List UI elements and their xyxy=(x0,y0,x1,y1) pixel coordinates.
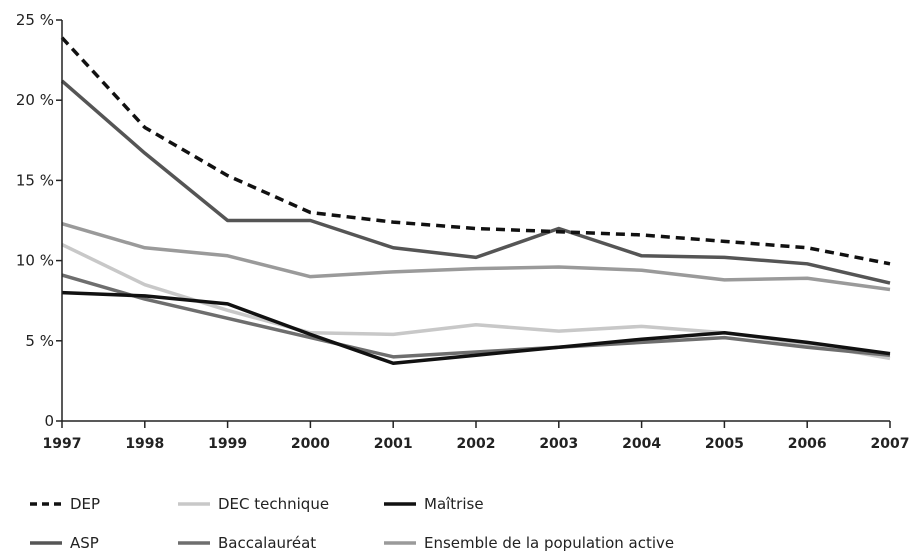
x-tick-label: 1997 xyxy=(43,436,82,452)
legend-label: DEC technique xyxy=(218,495,329,513)
y-tick-label: 25 % xyxy=(16,11,54,29)
series-line-4 xyxy=(61,273,891,359)
x-tick-label: 1999 xyxy=(208,436,247,452)
x-tick-label: 2004 xyxy=(622,436,661,452)
x-tick-label: 2000 xyxy=(291,436,330,452)
series-layer xyxy=(60,36,891,366)
legend-label: Ensemble de la population active xyxy=(424,534,674,552)
legend-label: Maîtrise xyxy=(424,495,484,513)
x-tick-label: 2002 xyxy=(457,436,496,452)
axes-layer: 0 5 % 10 % 15 % 20 % 25 % 1997 1998 1999 2000 2001… xyxy=(16,11,910,452)
x-tick-label: 2006 xyxy=(788,436,827,452)
series-line-0 xyxy=(60,36,891,266)
x-tick-label: 2001 xyxy=(374,436,413,452)
series-line-3 xyxy=(60,79,891,285)
y-tick-label: 10 % xyxy=(16,252,54,270)
x-tick-label: 2003 xyxy=(539,436,578,452)
legend-label: DEP xyxy=(70,495,100,513)
y-tick-label: 5 % xyxy=(25,332,54,350)
legend-label: Baccalauréat xyxy=(218,534,316,552)
legend: DEP DEC technique Maîtrise ASP Baccalauréat E… xyxy=(30,495,674,552)
series-line-5 xyxy=(61,222,891,292)
y-tick-label: 15 % xyxy=(16,171,54,189)
series-line-2 xyxy=(61,290,891,366)
x-tick-label: 2007 xyxy=(871,436,910,452)
legend-label: ASP xyxy=(70,534,99,552)
y-tick-label: 20 % xyxy=(16,91,54,109)
x-tick-label: 1998 xyxy=(125,436,164,452)
x-tick-label: 2005 xyxy=(705,436,744,452)
y-tick-label: 0 xyxy=(44,412,54,430)
